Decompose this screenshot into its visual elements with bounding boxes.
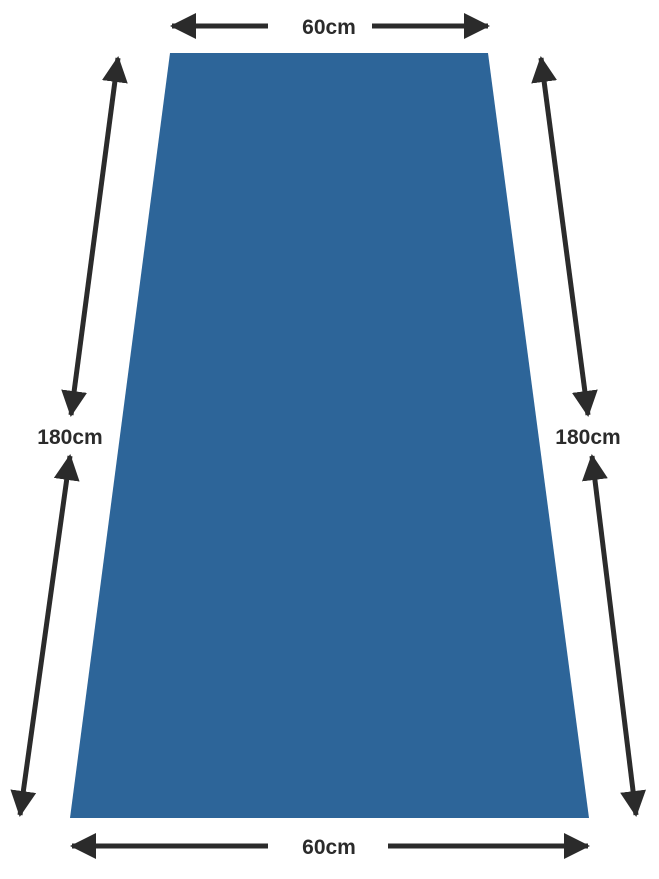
left-length-arrow-upper bbox=[61, 56, 128, 417]
right-length-arrow-lower bbox=[582, 454, 646, 817]
right-length-label: 180cm bbox=[555, 426, 620, 449]
left-length-arrow-lower bbox=[10, 454, 80, 817]
top-width-label: 60cm bbox=[302, 16, 356, 39]
left-length-label: 180cm bbox=[37, 426, 102, 449]
right-length-arrow-upper bbox=[531, 56, 598, 417]
trapezoid-shape bbox=[70, 53, 589, 818]
bottom-width-label: 60cm bbox=[302, 836, 356, 859]
